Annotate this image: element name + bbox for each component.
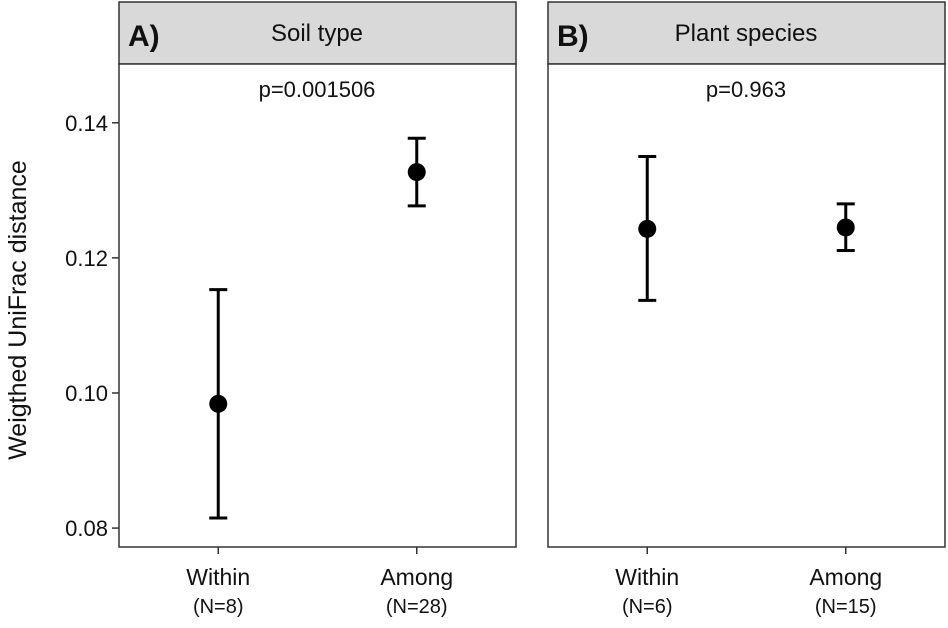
x-tick-count: (N=8) [193,596,244,618]
panel-b-tag: B) [557,20,589,53]
x-tick-label: Within [615,564,679,590]
y-tick-label: 0.12 [65,246,108,271]
x-tick-count: (N=28) [386,596,448,618]
panel-a-tag: A) [128,20,160,53]
panel-a-marks [209,136,426,520]
y-tick-label: 0.10 [65,381,108,406]
panel-b-p-value: p=0.963 [706,77,786,102]
panel-a-strip-title: Soil type [271,20,363,47]
panel-b-strip [547,1,946,65]
panel-a: A) Soil type p=0.001506 0.08 0.10 0.12 0.14… [65,1,517,618]
panel-a-x-ticks: Within (N=8) Among (N=28) [186,547,453,618]
x-tick-label: Within [186,564,250,590]
data-point [836,218,855,237]
panel-b: B) Plant species p=0.963 Within (N=6) Amon… [547,1,946,618]
y-tick-label: 0.14 [65,111,108,136]
panel-b-frame [547,63,946,548]
panel-b-strip-title: Plant species [675,20,818,47]
data-point [209,394,228,413]
data-point [407,163,426,182]
panel-b-x-ticks: Within (N=6) Among (N=15) [615,547,882,618]
panel-a-strip [118,1,517,65]
panel-a-frame [118,63,517,548]
x-tick-count: (N=15) [815,596,877,618]
panel-a-p-value: p=0.001506 [259,77,376,102]
panel-b-marks [638,155,855,302]
y-axis-title: Weigthed UniFrac distance [4,160,32,460]
x-tick-count: (N=6) [622,596,673,618]
data-point [638,219,657,238]
x-tick-label: Among [380,564,453,590]
panel-a-y-ticks: 0.08 0.10 0.12 0.14 [65,111,119,541]
y-tick-label: 0.08 [65,516,108,541]
x-tick-label: Among [809,564,882,590]
